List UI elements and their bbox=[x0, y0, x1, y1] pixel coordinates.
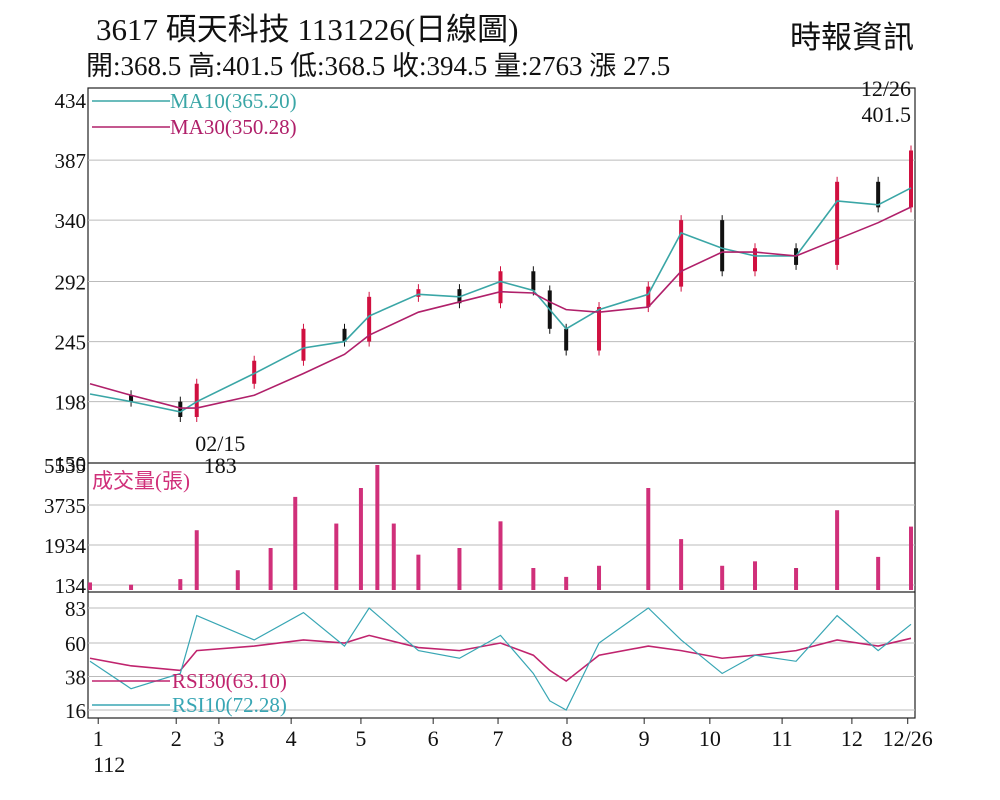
volume-bar bbox=[293, 496, 298, 590]
price-tick-label: 434 bbox=[55, 89, 87, 113]
month-tick-label: 12 bbox=[841, 726, 863, 751]
price-tick-label: 340 bbox=[55, 209, 87, 233]
volume-bar bbox=[457, 548, 462, 590]
candle-body bbox=[531, 271, 536, 291]
candle-body bbox=[909, 150, 913, 208]
candle-body bbox=[835, 181, 840, 265]
volume-bar bbox=[646, 488, 651, 590]
volume-title: 成交量(張) bbox=[92, 469, 190, 493]
price-tick-label: 245 bbox=[55, 331, 87, 355]
month-tick-label: 2 bbox=[171, 726, 182, 751]
volume-tick-label: 1934 bbox=[44, 534, 87, 558]
year-label: 112 bbox=[93, 752, 125, 777]
month-tick-label: 4 bbox=[286, 726, 297, 751]
low-value-annotation: 183 bbox=[204, 453, 237, 478]
ma30-legend-label: MA30(350.28) bbox=[170, 115, 297, 139]
volume-bar bbox=[876, 556, 881, 590]
axis-labels: 4343873402922451981505535373519341348360… bbox=[44, 89, 933, 777]
volume-bar bbox=[178, 579, 183, 590]
volume-bar bbox=[720, 565, 725, 590]
volume-bar bbox=[129, 584, 134, 590]
volume-bar bbox=[564, 576, 569, 590]
rsi30-legend-label: RSI30(63.10) bbox=[172, 669, 287, 693]
candle-body bbox=[498, 271, 503, 304]
source-label: 時報資訊 bbox=[790, 20, 914, 55]
candle-body bbox=[367, 296, 372, 342]
month-tick-label: 3 bbox=[213, 726, 224, 751]
chart-frame bbox=[87, 87, 916, 719]
month-tick-label: 12/26 bbox=[883, 726, 933, 751]
candle-body bbox=[876, 181, 881, 208]
month-tick-label: 7 bbox=[493, 726, 504, 751]
rsi-tick-label: 83 bbox=[65, 597, 86, 621]
volume-bar bbox=[753, 561, 758, 590]
month-tick-label: 9 bbox=[639, 726, 650, 751]
volume-tick-label: 134 bbox=[55, 574, 87, 598]
month-tick-label: 1 bbox=[93, 726, 104, 751]
volume-tick-label: 5535 bbox=[44, 454, 86, 478]
month-tick-label: 5 bbox=[355, 726, 366, 751]
volume-bar bbox=[794, 568, 799, 590]
month-tick-label: 8 bbox=[562, 726, 573, 751]
ma10-line bbox=[89, 187, 912, 413]
candle-body bbox=[252, 360, 257, 384]
chart-frames bbox=[87, 87, 916, 719]
candle-body bbox=[679, 220, 684, 287]
candle-body bbox=[194, 383, 199, 417]
ma10-legend-label: MA10(365.20) bbox=[170, 89, 297, 113]
price-tick-label: 198 bbox=[55, 391, 87, 415]
ma30-line bbox=[89, 206, 912, 409]
volume-bar bbox=[391, 523, 396, 590]
volume-bar bbox=[375, 465, 380, 590]
candle-body bbox=[753, 248, 758, 272]
rsi30-line bbox=[89, 634, 912, 683]
volume-bar bbox=[679, 539, 684, 590]
price-summary: 開:368.5 高:401.5 低:368.5 收:394.5 量:2763 漲… bbox=[86, 51, 671, 81]
rsi-panel: RSI30(63.10)RSI10(72.28) bbox=[89, 607, 912, 717]
volume-bar bbox=[334, 523, 339, 590]
volume-panel: 成交量(張) bbox=[88, 465, 913, 590]
volume-bar bbox=[358, 488, 363, 590]
volume-bar bbox=[88, 582, 92, 590]
high-value-annotation: 401.5 bbox=[862, 102, 912, 127]
volume-bar bbox=[835, 510, 840, 590]
rsi10-line bbox=[89, 607, 912, 711]
volume-bar bbox=[531, 568, 536, 590]
volume-bar bbox=[909, 526, 913, 590]
volume-bar bbox=[498, 521, 503, 590]
candle-body bbox=[564, 328, 569, 351]
candle-body bbox=[646, 286, 651, 308]
price-tick-label: 150 bbox=[55, 452, 87, 476]
candle-body bbox=[178, 401, 183, 417]
price-tick-label: 292 bbox=[55, 271, 87, 295]
volume-bar bbox=[268, 548, 273, 590]
rsi-tick-label: 16 bbox=[65, 699, 86, 723]
volume-bar bbox=[235, 570, 240, 590]
candle-body bbox=[597, 307, 602, 351]
month-tick-label: 11 bbox=[772, 726, 793, 751]
candle-body bbox=[416, 289, 421, 297]
price-tick-label: 387 bbox=[55, 149, 87, 173]
candle-body bbox=[301, 328, 306, 361]
volume-bar bbox=[194, 530, 199, 590]
candle-body bbox=[129, 395, 134, 402]
chart-title: 3617 碩天科技 1131226(日線圖) bbox=[96, 12, 519, 47]
rsi10-legend-label: RSI10(72.28) bbox=[172, 693, 287, 717]
month-tick-label: 6 bbox=[428, 726, 439, 751]
rsi-tick-label: 60 bbox=[65, 632, 86, 656]
high-date-annotation: 12/26 bbox=[861, 76, 911, 101]
low-date-annotation: 02/15 bbox=[195, 431, 245, 456]
month-tick-label: 10 bbox=[699, 726, 721, 751]
rsi-tick-label: 38 bbox=[65, 666, 86, 690]
volume-bar bbox=[416, 554, 421, 590]
candle-body bbox=[720, 220, 725, 272]
volume-tick-label: 3735 bbox=[44, 494, 86, 518]
candle-body bbox=[342, 328, 347, 342]
volume-bar bbox=[597, 565, 602, 590]
